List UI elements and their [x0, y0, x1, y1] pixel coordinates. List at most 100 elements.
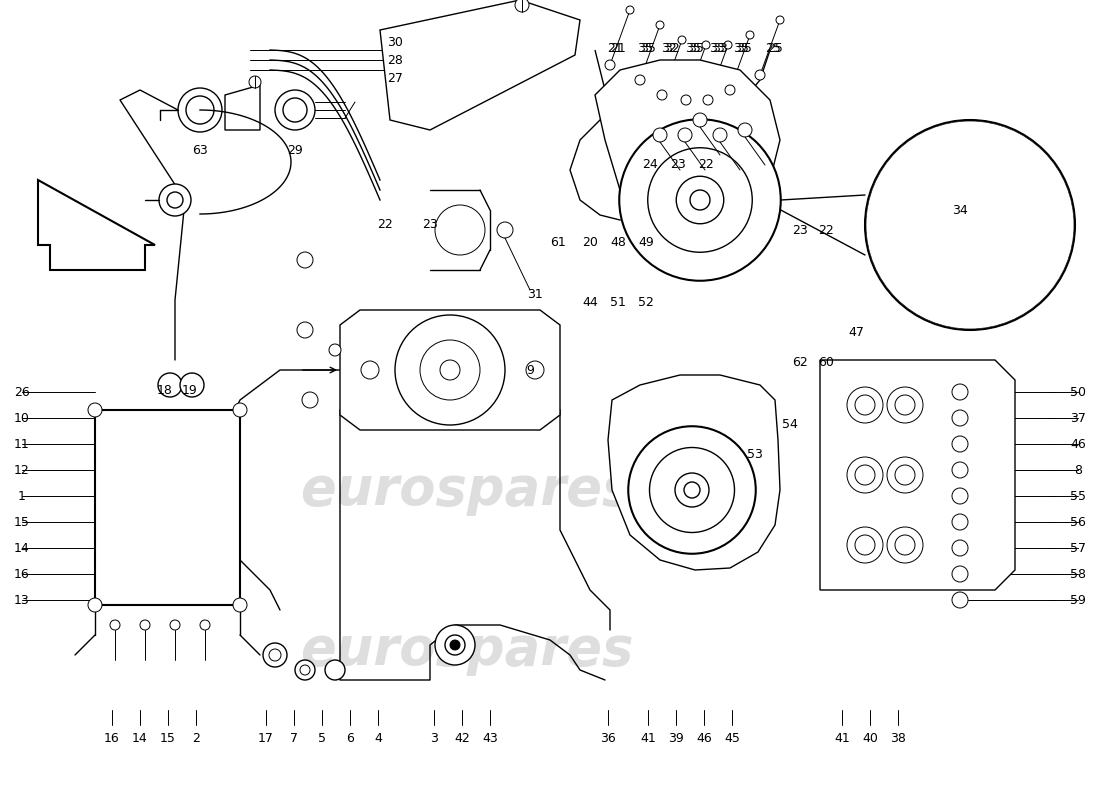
Text: 9: 9 [526, 363, 534, 377]
Text: 25: 25 [767, 42, 783, 54]
Circle shape [186, 96, 214, 124]
Circle shape [746, 31, 754, 39]
Polygon shape [39, 180, 155, 270]
Text: 17: 17 [258, 731, 274, 745]
Circle shape [526, 361, 544, 379]
Circle shape [952, 514, 968, 530]
Polygon shape [595, 60, 780, 215]
Text: 15: 15 [14, 515, 30, 529]
Circle shape [653, 128, 667, 142]
Text: 11: 11 [14, 438, 30, 450]
Text: 46: 46 [1070, 438, 1086, 450]
Circle shape [178, 88, 222, 132]
Text: 34: 34 [953, 203, 968, 217]
Circle shape [626, 6, 634, 14]
Text: 35: 35 [637, 42, 653, 54]
Circle shape [678, 128, 692, 142]
Text: 62: 62 [792, 355, 807, 369]
Circle shape [434, 625, 475, 665]
Text: 48: 48 [610, 235, 626, 249]
Text: 41: 41 [640, 731, 656, 745]
Circle shape [952, 436, 968, 452]
Text: 41: 41 [834, 731, 850, 745]
Text: 32: 32 [664, 42, 680, 54]
Circle shape [725, 85, 735, 95]
Circle shape [450, 640, 460, 650]
Text: 28: 28 [387, 54, 403, 66]
Circle shape [887, 387, 923, 423]
Circle shape [361, 361, 379, 379]
Polygon shape [340, 310, 560, 430]
Text: 18: 18 [157, 383, 173, 397]
Text: 8: 8 [1074, 463, 1082, 477]
Text: 55: 55 [1070, 490, 1086, 502]
Text: 46: 46 [696, 731, 712, 745]
Text: 37: 37 [1070, 411, 1086, 425]
Circle shape [847, 527, 883, 563]
Circle shape [605, 60, 615, 70]
Text: 31: 31 [527, 289, 543, 302]
Text: 19: 19 [183, 383, 198, 397]
Text: eurospares: eurospares [300, 624, 634, 676]
Text: 23: 23 [422, 218, 438, 231]
Text: 24: 24 [642, 158, 658, 170]
Circle shape [395, 315, 505, 425]
Circle shape [656, 21, 664, 29]
Text: 51: 51 [610, 295, 626, 309]
Circle shape [635, 75, 645, 85]
Circle shape [690, 190, 710, 210]
Text: 44: 44 [582, 295, 598, 309]
Circle shape [952, 488, 968, 504]
Text: 63: 63 [192, 143, 208, 157]
Circle shape [952, 462, 968, 478]
Circle shape [270, 649, 280, 661]
FancyBboxPatch shape [95, 410, 240, 605]
Text: 5: 5 [318, 731, 326, 745]
Circle shape [420, 340, 480, 400]
Circle shape [878, 133, 1062, 317]
Circle shape [874, 129, 1066, 321]
Text: 49: 49 [638, 235, 653, 249]
Circle shape [681, 95, 691, 105]
Circle shape [952, 410, 968, 426]
Text: 43: 43 [482, 731, 498, 745]
Circle shape [233, 598, 248, 612]
Circle shape [434, 205, 485, 255]
Text: 40: 40 [862, 731, 878, 745]
Circle shape [648, 148, 752, 252]
Text: 56: 56 [1070, 515, 1086, 529]
Circle shape [295, 660, 315, 680]
Circle shape [158, 373, 182, 397]
Text: 35: 35 [733, 42, 749, 54]
Text: 13: 13 [14, 594, 30, 606]
Text: 16: 16 [104, 731, 120, 745]
Text: 57: 57 [1070, 542, 1086, 554]
Text: 45: 45 [724, 731, 740, 745]
Circle shape [702, 41, 710, 49]
Circle shape [776, 16, 784, 24]
Text: 36: 36 [601, 731, 616, 745]
Circle shape [693, 113, 707, 127]
Circle shape [870, 125, 1070, 325]
Text: 54: 54 [782, 418, 797, 431]
Text: 10: 10 [14, 411, 30, 425]
Circle shape [180, 373, 204, 397]
Circle shape [160, 184, 191, 216]
Circle shape [619, 119, 781, 281]
Circle shape [649, 447, 735, 533]
Text: 23: 23 [792, 223, 807, 237]
Circle shape [952, 384, 968, 400]
Text: 35: 35 [736, 42, 752, 54]
Circle shape [895, 150, 1045, 300]
Circle shape [684, 482, 700, 498]
Text: 26: 26 [14, 386, 30, 398]
Text: 29: 29 [287, 143, 303, 157]
Circle shape [297, 252, 313, 268]
Text: 61: 61 [550, 235, 565, 249]
Polygon shape [608, 375, 780, 570]
Circle shape [628, 426, 756, 554]
Text: 4: 4 [374, 731, 382, 745]
Text: 50: 50 [1070, 386, 1086, 398]
Circle shape [497, 222, 513, 238]
Circle shape [952, 566, 968, 582]
